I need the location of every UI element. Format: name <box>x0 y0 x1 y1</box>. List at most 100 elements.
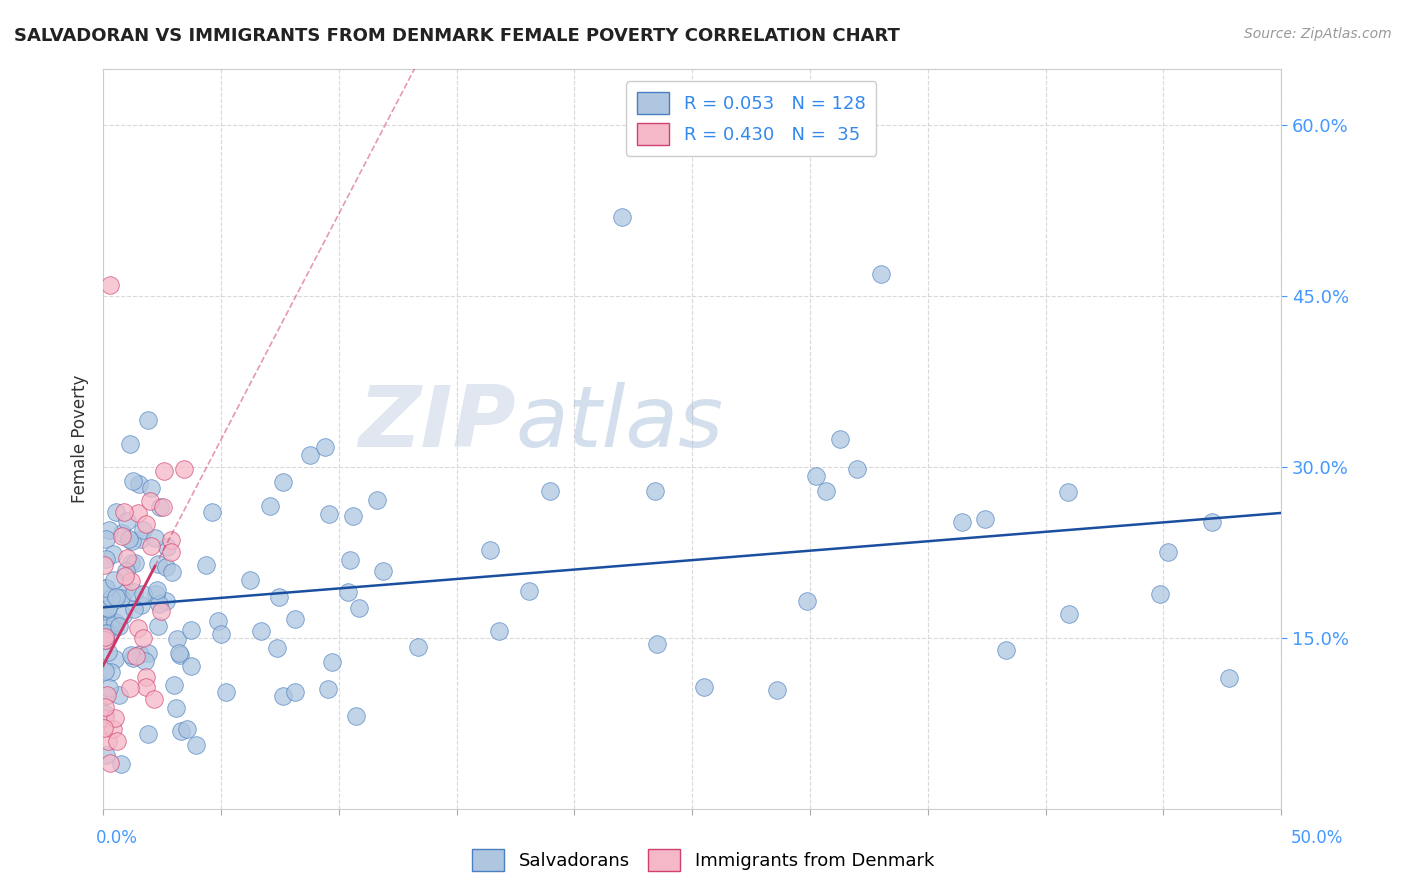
Point <box>98 756 121 771</box>
Point <box>186 739 208 753</box>
Point <box>366 493 388 508</box>
Point <box>105 590 128 604</box>
Point <box>104 618 127 632</box>
Point <box>1218 671 1240 685</box>
Point <box>104 652 127 666</box>
Point <box>96 688 118 702</box>
Point <box>103 573 125 587</box>
Point <box>209 627 232 641</box>
Point <box>195 558 218 573</box>
Point <box>135 517 157 532</box>
Point <box>104 711 127 725</box>
Legend: R = 0.053   N = 128, R = 0.430   N =  35: R = 0.053 N = 128, R = 0.430 N = 35 <box>626 81 876 156</box>
Point <box>121 556 143 570</box>
Point <box>129 647 152 661</box>
Point <box>1149 587 1171 601</box>
Point <box>105 733 128 747</box>
Point <box>1157 544 1180 558</box>
Point <box>314 440 336 454</box>
Point <box>97 523 120 537</box>
Point <box>94 711 117 725</box>
Point <box>136 727 159 741</box>
Point <box>1201 515 1223 529</box>
Point <box>250 624 273 638</box>
Point <box>180 658 202 673</box>
Text: Source: ZipAtlas.com: Source: ZipAtlas.com <box>1244 27 1392 41</box>
Point <box>98 277 121 292</box>
Point <box>121 651 143 665</box>
Point <box>766 683 789 698</box>
Point <box>97 645 120 659</box>
Point <box>173 462 195 476</box>
Point <box>152 500 174 514</box>
Point <box>120 648 142 662</box>
Point <box>146 619 169 633</box>
Point <box>94 581 117 595</box>
Point <box>155 559 177 574</box>
Point <box>127 506 149 520</box>
Point <box>134 654 156 668</box>
Point <box>167 646 190 660</box>
Point <box>180 623 202 637</box>
Point <box>169 724 191 739</box>
Point <box>100 614 122 628</box>
Point <box>115 564 138 578</box>
Point <box>97 600 120 615</box>
Point <box>94 747 117 762</box>
Point <box>98 681 121 695</box>
Point <box>100 591 122 606</box>
Point <box>373 564 395 578</box>
Point <box>97 625 120 640</box>
Point <box>107 688 129 702</box>
Point <box>110 591 132 605</box>
Point <box>110 757 132 772</box>
Point <box>166 632 188 646</box>
Point <box>132 587 155 601</box>
Point <box>207 614 229 628</box>
Point <box>146 583 169 598</box>
Point <box>120 574 142 589</box>
Point <box>122 585 145 599</box>
Y-axis label: Female Poverty: Female Poverty <box>72 375 89 503</box>
Point <box>94 632 117 647</box>
Text: atlas: atlas <box>516 383 724 466</box>
Point <box>115 514 138 528</box>
Point <box>93 699 115 714</box>
Point <box>155 594 177 608</box>
Point <box>121 534 143 549</box>
Point <box>93 721 115 735</box>
Point <box>135 680 157 694</box>
Point <box>814 483 837 498</box>
Point <box>156 541 179 555</box>
Point <box>337 585 360 599</box>
Point <box>112 608 135 623</box>
Point <box>169 648 191 662</box>
Point <box>215 685 238 699</box>
Point <box>118 532 141 546</box>
Point <box>94 632 117 647</box>
Point <box>316 681 339 696</box>
Point <box>163 678 186 692</box>
Point <box>142 692 165 706</box>
Point <box>266 640 288 655</box>
Point <box>128 477 150 491</box>
Point <box>122 601 145 615</box>
Point <box>139 494 162 508</box>
Point <box>114 568 136 582</box>
Point <box>100 665 122 679</box>
Point <box>143 531 166 545</box>
Point <box>406 640 429 654</box>
Point <box>122 474 145 488</box>
Point <box>828 433 851 447</box>
Point <box>127 621 149 635</box>
Point <box>125 648 148 663</box>
Text: SALVADORAN VS IMMIGRANTS FROM DENMARK FEMALE POVERTY CORRELATION CHART: SALVADORAN VS IMMIGRANTS FROM DENMARK FE… <box>14 27 900 45</box>
Point <box>804 469 827 483</box>
Point <box>950 515 973 529</box>
Point <box>201 505 224 519</box>
Point <box>94 600 117 615</box>
Point <box>136 646 159 660</box>
Point <box>974 512 997 526</box>
Point <box>693 681 716 695</box>
Point <box>107 619 129 633</box>
